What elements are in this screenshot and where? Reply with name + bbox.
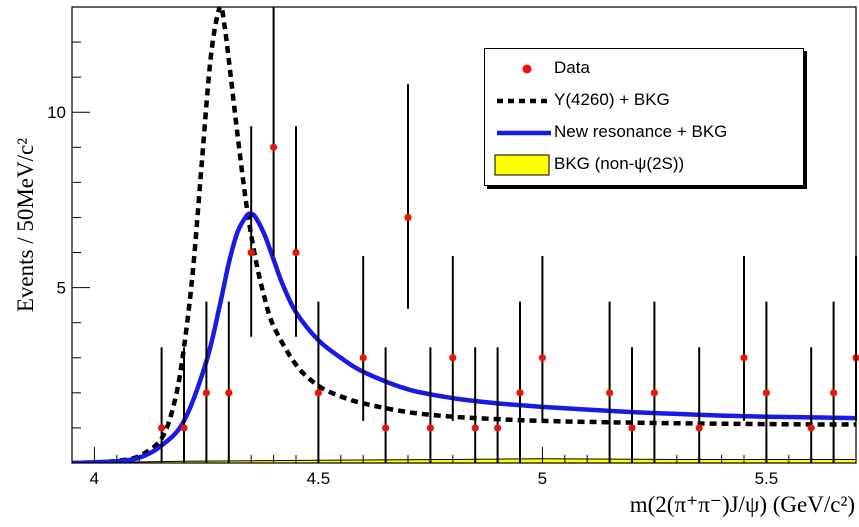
legend: Data Y(4260) + BKG New resonance + BKG B… (484, 48, 804, 186)
data-point-3 (225, 389, 233, 397)
x-axis-title: m(2(π⁺π⁻)J/ψ) (GeV/c²) (629, 492, 855, 517)
data-point-23 (807, 424, 815, 432)
data-point-4 (247, 248, 255, 257)
data-point-19 (650, 389, 659, 397)
legend-item-bkg: BKG (non-ψ(2S)) (485, 151, 803, 179)
data-point-0 (158, 424, 166, 432)
data-point-7 (314, 389, 322, 397)
data-point-13 (471, 424, 479, 432)
data-point-17 (606, 389, 614, 397)
y-axis-title: Events / 50MeV/c² (13, 137, 38, 313)
legend-symbol-bkg (494, 154, 550, 176)
data-point-20 (695, 424, 703, 432)
data-point-6 (292, 248, 300, 257)
data-point-11 (426, 424, 434, 432)
data-point-1 (180, 424, 188, 432)
data-point-8 (359, 354, 367, 362)
data-point-5 (270, 143, 278, 151)
legend-symbol-new-resonance (497, 130, 551, 136)
data-point-21 (740, 354, 748, 362)
data-point-16 (538, 354, 547, 362)
legend-item-data: Data (485, 55, 803, 83)
data-point-15 (516, 389, 524, 397)
bkg-area (72, 458, 856, 463)
y4260-curve (72, 7, 856, 463)
data-point-12 (449, 354, 457, 362)
legend-label-data: Data (554, 58, 590, 77)
data-point-2 (202, 389, 210, 397)
data-point-9 (382, 424, 390, 432)
data-point-10 (404, 213, 412, 222)
x-tick-label: 5.5 (755, 469, 779, 488)
x-tick-label: 4 (90, 469, 99, 488)
legend-item-y4260: Y(4260) + BKG (485, 87, 803, 115)
y-tick-label: 5 (57, 279, 66, 298)
legend-symbol-data (522, 64, 532, 74)
x-tick-label: 4.5 (307, 469, 331, 488)
y-tick-label: 10 (47, 103, 66, 122)
legend-label-new-resonance: New resonance + BKG (554, 122, 728, 141)
legend-item-new-resonance: New resonance + BKG (485, 119, 803, 147)
plot-frame (71, 6, 857, 464)
x-tick-label: 5 (538, 469, 547, 488)
data-point-24 (830, 389, 838, 397)
legend-label-y4260: Y(4260) + BKG (554, 90, 670, 109)
legend-label-bkg: BKG (non-ψ(2S)) (554, 154, 685, 173)
data-point-14 (494, 424, 502, 432)
data-point-18 (628, 424, 636, 432)
legend-symbol-y4260 (497, 98, 551, 104)
data-point-22 (762, 389, 771, 397)
